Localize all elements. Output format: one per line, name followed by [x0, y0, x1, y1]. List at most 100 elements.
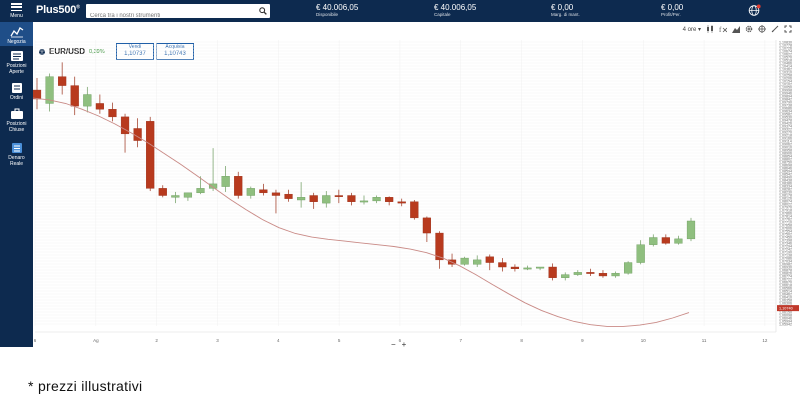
- sidebar: Negozia Posizioni Aperte Ordini Posizion…: [0, 22, 33, 347]
- gear-icon[interactable]: [745, 25, 753, 33]
- sidebar-item-open-positions[interactable]: Posizioni Aperte: [0, 46, 33, 78]
- y-tick-label: 1,07658: [779, 223, 792, 227]
- y-tick-label: 1,09166: [779, 136, 792, 140]
- candle-body: [611, 273, 620, 277]
- stat-label: Marg. di mant.: [551, 12, 580, 17]
- x-tick-label: 6: [34, 338, 37, 343]
- y-tick-label: 1,10154: [779, 79, 792, 83]
- y-tick-label: 1,08542: [779, 172, 792, 176]
- timeframe-select[interactable]: 4 ore ▾: [683, 26, 701, 33]
- stat-available: € 40.006,05 Disponibile: [316, 3, 358, 18]
- briefcase-icon: [10, 108, 23, 119]
- last-price-tag: [777, 305, 799, 312]
- candle-body: [297, 197, 306, 201]
- price-chart[interactable]: 6 Ag 2 3 4 5 6 7 8 9 10 11 121,108301,107781,107261,…: [33, 22, 800, 347]
- candle-body: [70, 85, 79, 107]
- chart-panel: i EUR/USD 0,39% Vendi 1,10737 Acquista 1…: [33, 22, 800, 349]
- candle-body: [561, 274, 570, 278]
- mountain-chart-icon[interactable]: [732, 25, 740, 33]
- globe-icon[interactable]: [748, 4, 761, 17]
- stat-value: € 40.006,05: [316, 3, 359, 12]
- y-tick-label: 1,07450: [779, 235, 792, 239]
- fullscreen-icon[interactable]: [784, 25, 792, 33]
- sidebar-item-real-money[interactable]: Denaro Reale: [0, 138, 33, 172]
- moving-average-line: [33, 97, 690, 327]
- stat-label: Disponibile: [316, 12, 339, 17]
- instrument-change: 0,39%: [89, 48, 105, 55]
- candle-body: [661, 237, 670, 244]
- candle-body: [447, 259, 457, 265]
- candle-body: [133, 128, 142, 141]
- y-tick-label: 1,08906: [779, 151, 792, 155]
- candlestick-type-icon[interactable]: [706, 25, 714, 33]
- indicators-icon[interactable]: f: [719, 25, 727, 33]
- candle-body: [473, 259, 482, 265]
- candle-body: [485, 256, 494, 263]
- plus500-logo[interactable]: Plus500®: [36, 4, 80, 16]
- y-tick-label: 1,10258: [779, 73, 792, 77]
- candle-body: [284, 193, 293, 199]
- sidebar-item-label: Posizioni Aperte: [6, 63, 27, 75]
- chevron-down-icon: ▾: [697, 26, 701, 33]
- y-tick-label: 1,07190: [779, 250, 792, 254]
- y-tick-label: 1,10310: [779, 70, 792, 74]
- y-tick-label: 1,08490: [779, 175, 792, 179]
- search-box: [86, 4, 270, 23]
- candle-body: [410, 201, 419, 219]
- draw-icon[interactable]: [771, 25, 779, 33]
- sidebar-item-trade[interactable]: Negozia: [0, 22, 33, 46]
- sidebar-item-closed-positions[interactable]: Posizioni Chiuse: [0, 104, 33, 138]
- buy-price: 1,10743: [164, 51, 186, 57]
- chart-icon: [9, 27, 23, 38]
- y-tick-label: 1,08594: [779, 169, 792, 173]
- y-tick-label: 1,06358: [779, 298, 792, 302]
- footnote: * prezzi illustrativi: [28, 378, 143, 394]
- svg-text:f: f: [719, 26, 722, 33]
- y-tick-label: 1,07034: [779, 259, 792, 263]
- y-tick-label: 1,09998: [779, 88, 792, 92]
- y-tick-label: 1,08022: [779, 202, 792, 206]
- candle-body: [535, 266, 545, 269]
- candle-body: [334, 195, 343, 197]
- candle-body: [158, 188, 167, 196]
- x-tick-label: 9: [581, 338, 584, 343]
- y-tick-label: 1,06982: [779, 262, 792, 266]
- search-icon[interactable]: [259, 7, 267, 15]
- candle-body: [598, 273, 608, 277]
- candle-body: [108, 109, 117, 118]
- candle-body: [686, 220, 696, 240]
- y-tick-label: 1,10362: [779, 67, 792, 71]
- zoom-in-button[interactable]: +: [401, 340, 407, 349]
- buy-button[interactable]: Acquista 1,10743: [156, 43, 194, 60]
- y-tick-label: 1,10102: [779, 82, 792, 86]
- y-tick-label: 1,08230: [779, 190, 792, 194]
- stat-profit-loss: € 0,00 Profit/Per.: [661, 3, 683, 18]
- stat-value: € 0,00: [661, 3, 684, 12]
- sidebar-item-orders[interactable]: Ordini: [0, 78, 33, 104]
- candle-body: [624, 262, 633, 274]
- x-tick-label: 11: [702, 338, 707, 343]
- crosshair-icon[interactable]: [758, 25, 766, 33]
- y-tick-label: 1,06566: [779, 286, 792, 290]
- y-tick-label: 1,09946: [779, 91, 792, 95]
- y-tick-label: 1,08750: [779, 160, 792, 164]
- stat-label: Profit/Per.: [661, 12, 681, 17]
- y-tick-label: 1,07554: [779, 229, 792, 233]
- search-input[interactable]: [86, 9, 251, 23]
- wallet-icon: [11, 143, 22, 153]
- y-tick-label: 1,09894: [779, 94, 792, 98]
- logo-registered-mark: ®: [76, 4, 80, 11]
- sell-button[interactable]: Vendi 1,10737: [116, 43, 154, 60]
- x-tick-label: Ag: [93, 338, 99, 343]
- chart-toolbar: 4 ore ▾ f: [683, 25, 792, 33]
- candle-body: [322, 195, 331, 204]
- y-tick-label: 1,10570: [779, 55, 792, 59]
- info-icon[interactable]: i: [39, 48, 45, 55]
- zoom-out-button[interactable]: −: [391, 340, 396, 349]
- y-tick-label: 1,08386: [779, 181, 792, 185]
- candle-body: [171, 195, 180, 198]
- menu-button[interactable]: Menu: [0, 0, 33, 22]
- y-tick-label: 1,09582: [779, 112, 792, 116]
- buy-label: Acquista: [165, 44, 185, 50]
- zoom-controls: − +: [391, 340, 406, 349]
